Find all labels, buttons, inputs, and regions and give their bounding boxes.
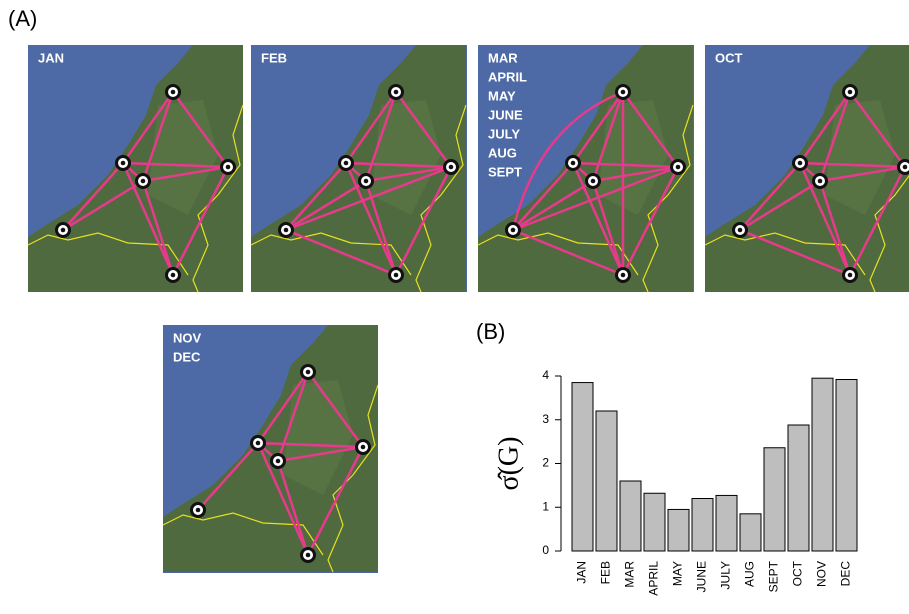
node-center	[848, 273, 853, 278]
node-center	[284, 228, 289, 233]
map-panel: MAR APRIL MAY JUNE JULY AUG SEPT	[478, 45, 694, 292]
x-tick-label: MAY	[671, 561, 685, 586]
x-tick-label: SEPT	[767, 560, 781, 592]
node-center	[61, 228, 66, 233]
x-tick-label: DEC	[839, 561, 853, 587]
node-center	[621, 273, 626, 278]
x-tick-label: JUNE	[695, 561, 709, 592]
node-center	[848, 90, 853, 95]
bar	[836, 380, 857, 552]
panel-label: (A)	[8, 6, 37, 31]
node-center	[903, 165, 908, 170]
bar	[788, 425, 809, 551]
bar	[644, 493, 665, 551]
x-tick-label: JAN	[575, 561, 589, 584]
map-label: FEB	[261, 50, 287, 65]
panel-label: (B)	[476, 319, 505, 344]
node-center	[738, 228, 743, 233]
node-center	[196, 508, 201, 513]
map-label: NOV	[173, 330, 202, 345]
node-center	[676, 165, 681, 170]
node-center	[141, 179, 146, 184]
bar	[716, 495, 737, 551]
bar	[620, 481, 641, 551]
bar	[572, 383, 593, 551]
node-center	[571, 161, 576, 166]
node-center	[364, 179, 369, 184]
x-tick-label: NOV	[815, 561, 829, 587]
node-center	[171, 90, 176, 95]
map-label: MAY	[488, 88, 516, 103]
node-center	[449, 165, 454, 170]
x-tick-label: OCT	[791, 560, 805, 586]
y-tick-label: 2	[542, 456, 549, 470]
map-label: DEC	[173, 349, 201, 364]
x-tick-label: APRIL	[647, 561, 661, 596]
figure: (A) (B) JAN FEB MAR APRIL MAY JUNE JULY AUG SEPT…	[0, 0, 909, 614]
map-label: SEPT	[488, 164, 522, 179]
bar	[596, 411, 617, 551]
map-label: JUNE	[488, 107, 523, 122]
map-panel: OCT	[705, 45, 909, 292]
map-panel: NOV DEC	[163, 325, 378, 573]
map-label: JAN	[38, 50, 64, 65]
node-center	[818, 179, 823, 184]
bar	[668, 509, 689, 551]
x-tick-label: MAR	[623, 561, 637, 588]
x-tick-label: JULY	[719, 561, 733, 589]
node-center	[394, 90, 399, 95]
y-tick-label: 1	[542, 499, 549, 513]
map-panel: FEB	[251, 45, 467, 292]
map-panel: JAN	[28, 45, 243, 292]
node-center	[394, 273, 399, 278]
x-tick-label: FEB	[599, 561, 613, 584]
node-center	[226, 165, 231, 170]
node-center	[256, 441, 261, 446]
y-tick-label: 4	[542, 368, 549, 382]
node-center	[344, 161, 349, 166]
node-center	[511, 228, 516, 233]
map-label: OCT	[715, 50, 743, 65]
y-axis-label: σ̂(G)	[493, 437, 524, 491]
bar	[692, 499, 713, 552]
node-center	[306, 370, 311, 375]
bar	[740, 514, 761, 551]
bar	[764, 448, 785, 551]
map-label: MAR	[488, 50, 518, 65]
node-center	[171, 273, 176, 278]
map-label: APRIL	[488, 69, 527, 84]
y-tick-label: 3	[542, 412, 549, 426]
node-center	[306, 553, 311, 558]
node-center	[276, 459, 281, 464]
x-tick-label: AUG	[743, 561, 757, 587]
node-center	[798, 161, 803, 166]
node-center	[121, 161, 126, 166]
map-label: JULY	[488, 126, 520, 141]
bar	[812, 378, 833, 551]
node-center	[621, 90, 626, 95]
y-tick-label: 0	[542, 543, 549, 557]
node-center	[591, 179, 596, 184]
node-center	[361, 445, 366, 450]
map-label: AUG	[488, 145, 517, 160]
